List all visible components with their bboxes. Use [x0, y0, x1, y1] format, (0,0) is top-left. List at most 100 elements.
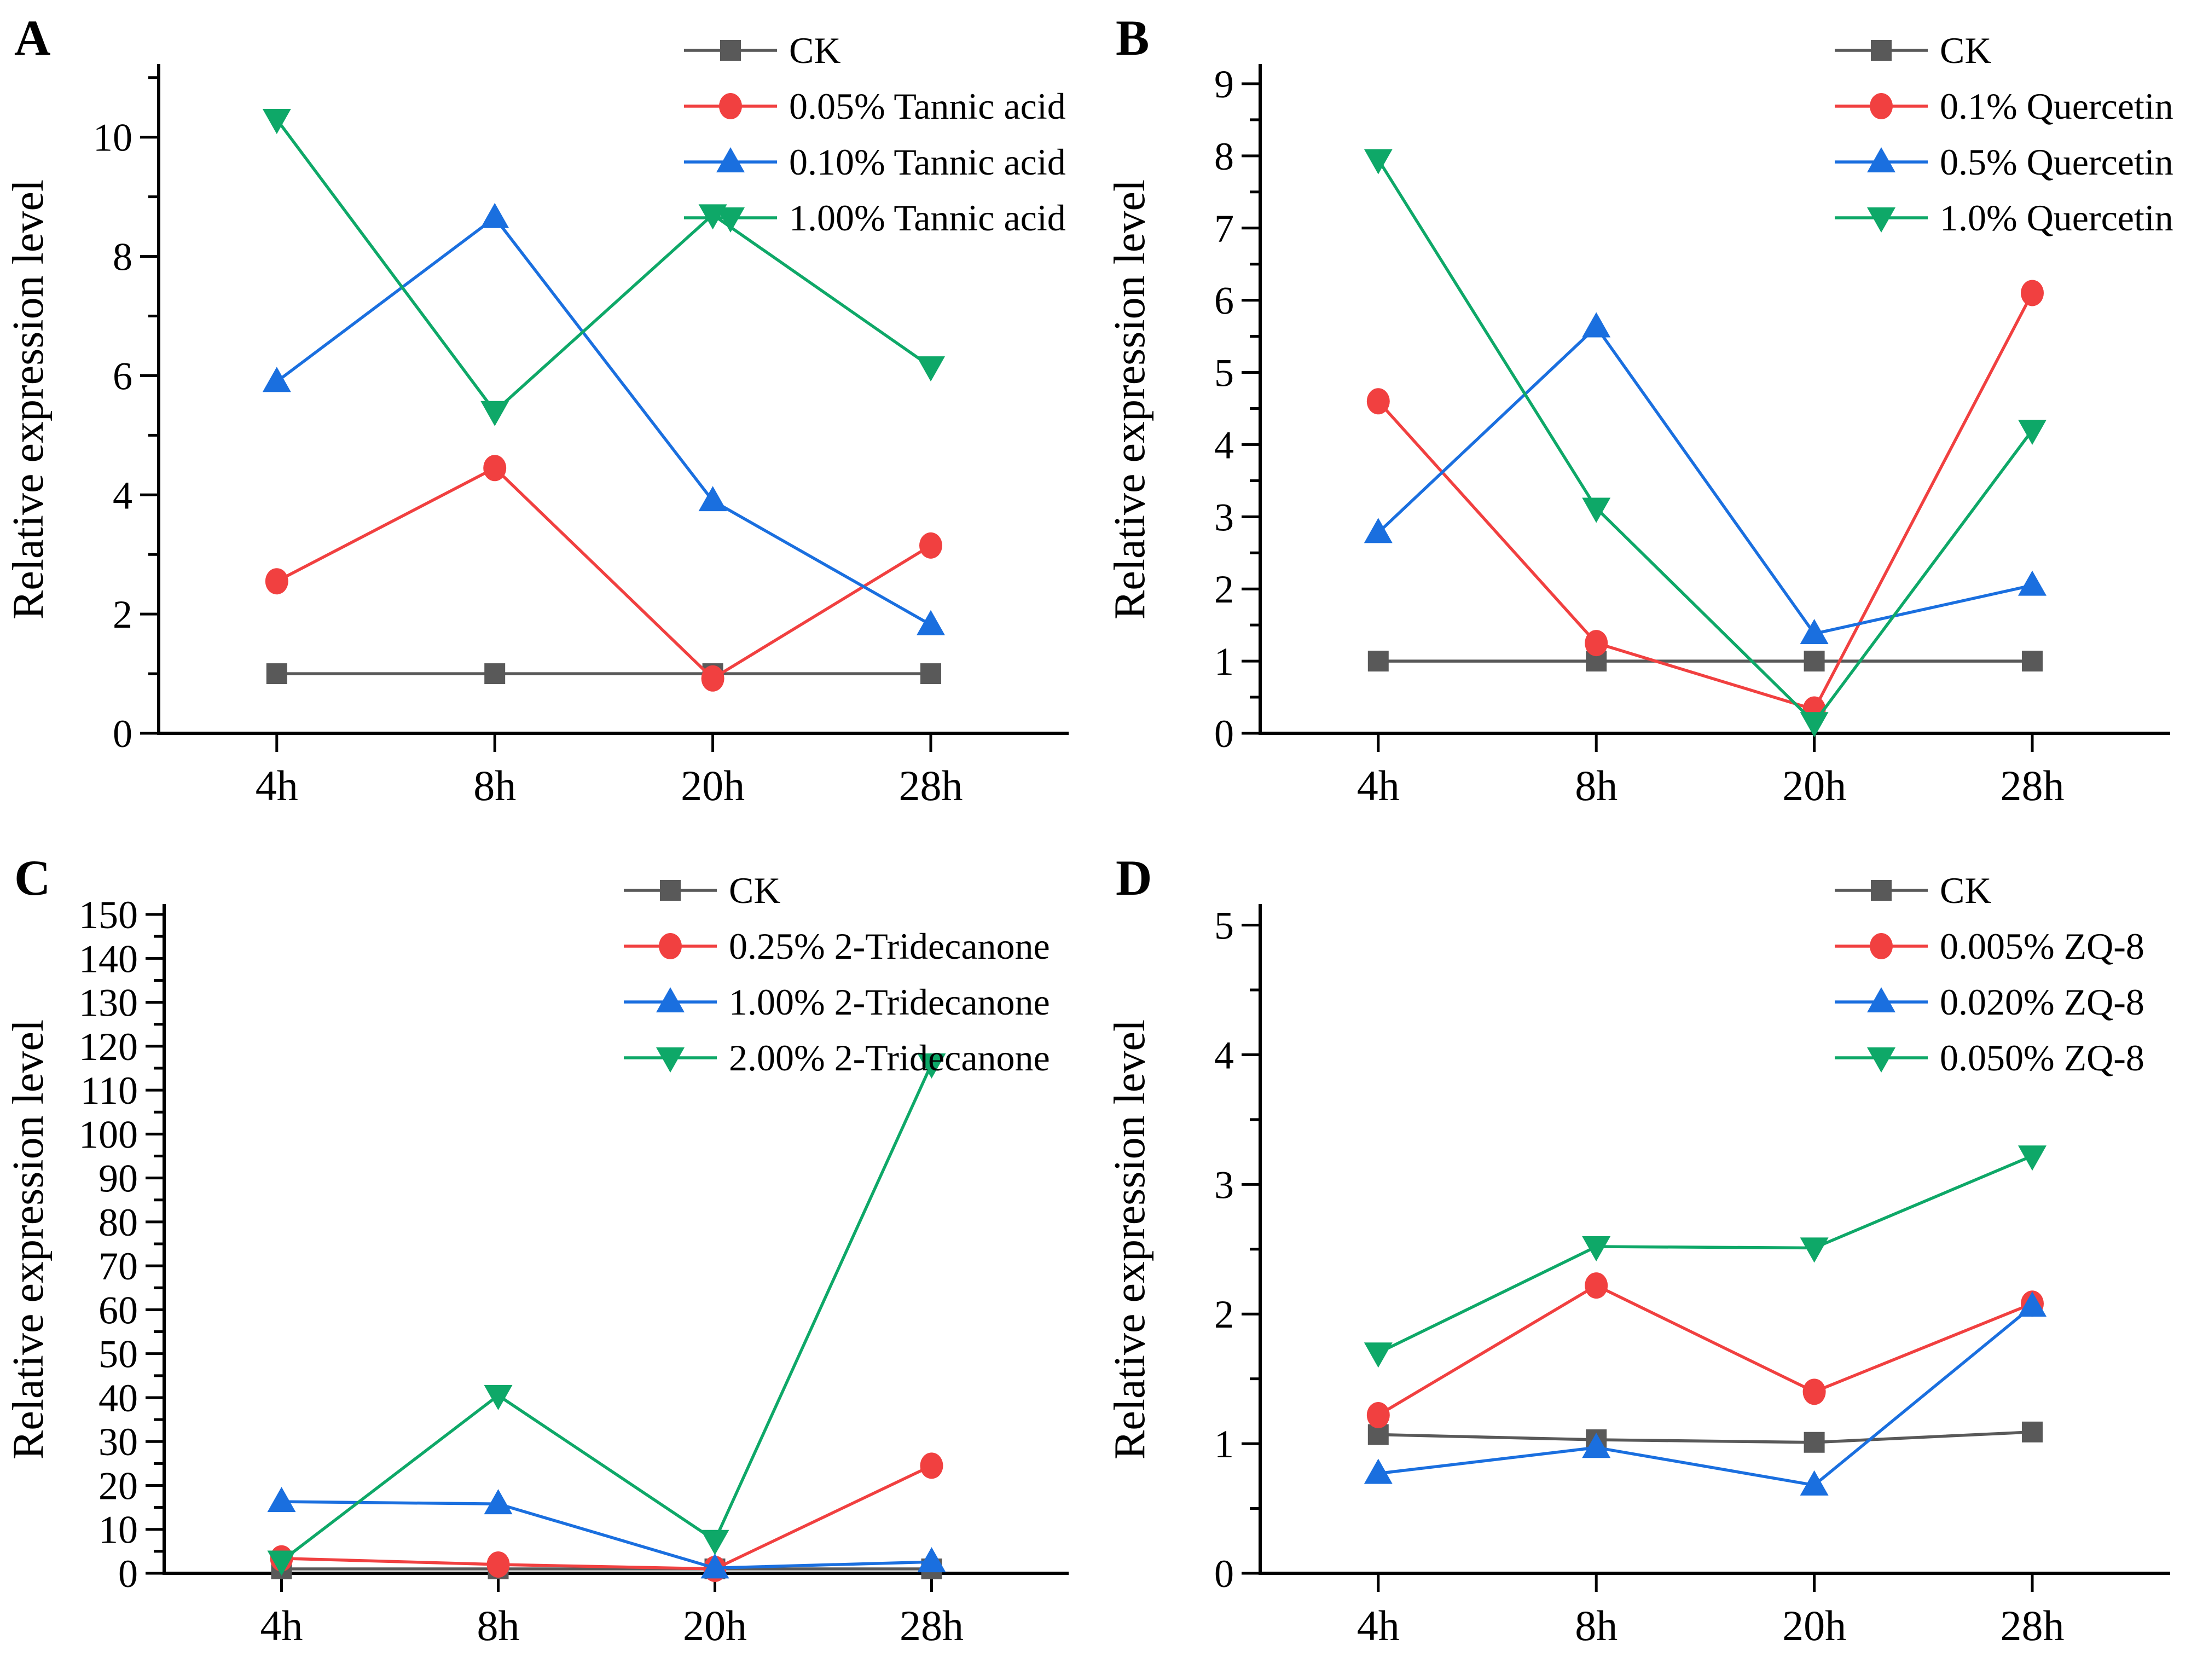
triangle-up-marker [1582, 1433, 1611, 1458]
y-tick-label: 4 [113, 473, 132, 517]
data-point-marker [2018, 420, 2047, 445]
circle-marker [920, 1452, 943, 1479]
x-tick-label: 8h [477, 1602, 520, 1649]
data-point-marker [1366, 1401, 1390, 1428]
data-point-marker [2022, 1421, 2043, 1443]
square-marker [1804, 1432, 1825, 1453]
panel-c: 0 10 20 30 40 50 60 70 80 90 100 110 120 130 140 150 4h 8… [0, 840, 1102, 1680]
y-tick-label: 110 [80, 1069, 138, 1113]
circle-marker [1870, 933, 1893, 959]
x-tick-label: 28h [900, 1602, 964, 1649]
legend-item: 0.05% Tannic acid [684, 85, 1066, 127]
y-tick-label: 60 [98, 1288, 138, 1332]
legend-marker [1867, 207, 1895, 233]
y-tick-label: 10 [93, 116, 132, 160]
square-marker [484, 663, 506, 685]
panel-letter: B [1116, 10, 1149, 66]
data-point-marker [262, 367, 291, 392]
data-point-marker [1582, 497, 1611, 523]
series-line [281, 1464, 932, 1571]
triangle-down-marker [1800, 1237, 1829, 1263]
legend-marker [1867, 1047, 1895, 1073]
y-tick-label: 2 [1214, 567, 1234, 611]
x-tick-label: 28h [2001, 762, 2065, 809]
legend-item: 0.005% ZQ-8 [1835, 925, 2144, 967]
circle-marker [2021, 280, 2044, 306]
legend-marker [656, 987, 685, 1012]
legend-marker [656, 1047, 685, 1073]
x-tick-label: 28h [899, 762, 963, 809]
legend-marker [1870, 93, 1893, 119]
data-point-marker [484, 1489, 513, 1515]
legend-label: 0.25% 2-Tridecanone [729, 925, 1050, 967]
triangle-up-marker [1364, 518, 1393, 543]
square-marker [2022, 1421, 2043, 1443]
x-tick-label: 8h [1575, 762, 1618, 809]
triangle-up-marker [917, 610, 945, 635]
y-tick-label: 3 [1214, 495, 1234, 539]
legend-label: 1.0% Quercetin [1940, 197, 2173, 239]
triangle-up-marker [1364, 1458, 1393, 1484]
panel-d-chart: 0 1 2 3 4 5 4h 8h 20h 28h Relative expression leve… [1106, 850, 2170, 1649]
legend-label: 0.020% ZQ-8 [1940, 981, 2144, 1023]
y-tick-label: 0 [118, 1552, 138, 1596]
data-point-marker [1585, 630, 1608, 657]
circle-marker [265, 568, 288, 595]
triangle-down-marker [700, 1530, 729, 1555]
legend-item: 1.00% Tannic acid [684, 197, 1066, 239]
y-tick-label: 30 [98, 1420, 138, 1464]
legend-label: 0.5% Quercetin [1940, 141, 2173, 183]
y-tick-label: 20 [98, 1464, 138, 1508]
x-tick-label: 20h [683, 1602, 747, 1649]
y-tick-label: 2 [113, 593, 132, 636]
triangle-up-marker [917, 1547, 946, 1573]
legend-marker [719, 93, 742, 119]
circle-marker [1870, 93, 1893, 119]
data-point-marker [262, 109, 291, 135]
data-point-marker [1800, 1237, 1829, 1263]
legend-item: 0.5% Quercetin [1835, 141, 2173, 183]
y-axis-title: Relative expression level [4, 179, 53, 619]
legend-marker [720, 40, 741, 61]
y-tick-label: 7 [1214, 207, 1234, 251]
data-point-marker [2022, 651, 2043, 672]
series-line [280, 1063, 934, 1562]
legend-item: 0.020% ZQ-8 [1835, 981, 2144, 1023]
x-tick-label: 4h [260, 1602, 303, 1649]
y-tick-label: 0 [113, 712, 132, 756]
circle-marker [1585, 1272, 1608, 1299]
y-tick-label: 80 [98, 1201, 138, 1244]
data-point-marker [917, 356, 945, 382]
data-point-marker [1800, 1470, 1829, 1496]
series-line [1378, 1305, 2033, 1487]
square-marker [660, 880, 681, 901]
legend-marker [1871, 40, 1892, 61]
data-point-marker [701, 665, 724, 692]
series-line [1378, 1430, 2033, 1444]
y-tick-label: 8 [1214, 135, 1234, 178]
legend-item: CK [1835, 870, 1991, 911]
legend-marker [716, 147, 745, 172]
y-axis-title: Relative expression level [1106, 1019, 1154, 1459]
series-line [275, 118, 932, 414]
series-line [1377, 325, 2033, 636]
triangle-down-marker [1867, 1047, 1895, 1073]
triangle-down-marker [1867, 207, 1895, 233]
triangle-down-marker [656, 1047, 685, 1073]
legend-label: CK [1940, 30, 1991, 71]
data-point-marker [700, 1553, 729, 1579]
x-tick-label: 8h [1575, 1602, 1618, 1649]
triangle-up-marker [656, 987, 685, 1012]
legend-label: 0.1% Quercetin [1940, 85, 2173, 127]
data-point-marker [266, 663, 287, 685]
data-point-marker [1582, 1236, 1611, 1262]
circle-marker [486, 1551, 510, 1578]
data-point-marker [698, 486, 727, 512]
triangle-up-marker [1582, 312, 1611, 338]
data-point-marker [917, 1547, 946, 1573]
legend-marker [660, 880, 681, 901]
legend-marker [1867, 987, 1895, 1012]
legend-item: 0.050% ZQ-8 [1835, 1037, 2144, 1079]
